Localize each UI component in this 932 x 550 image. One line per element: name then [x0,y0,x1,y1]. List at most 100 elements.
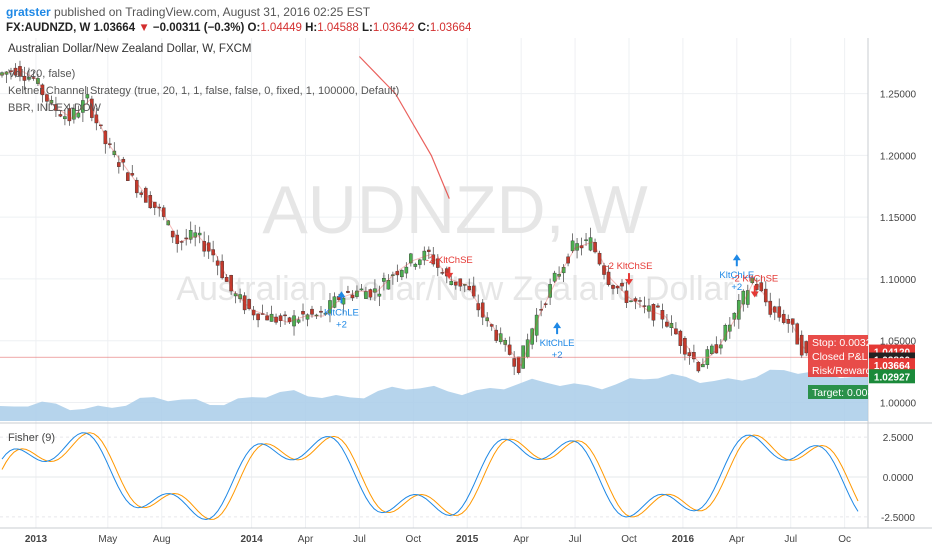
time-tick-label: Oct [621,534,637,545]
candle-body [723,324,728,341]
watermark-symbol: AUDNZD, W [262,172,647,248]
time-tick-label: Aug [153,534,171,545]
fisher-axis[interactable]: 2.5000 0.0000 -2.5000 [881,433,915,524]
time-axis[interactable]: 2013 May Aug 2014 Apr Jul Oct 2015 Apr Jul Oct 2016… [25,534,851,545]
candle-body [570,240,575,252]
candle-body [692,352,696,360]
author-link[interactable]: gratster [6,5,51,19]
candle-body [242,295,247,311]
candle-body [85,94,90,99]
candle-body [314,314,319,317]
time-tick-label: Oct [406,534,422,545]
candle-body [575,243,579,251]
overlay-bg [808,335,868,349]
signal-label: KltChLE [719,270,754,281]
time-tick-label: 2015 [456,534,479,545]
candle-body [184,237,189,240]
candle-body [355,290,359,297]
time-tick-label: May [98,534,117,545]
chart-header: gratster published on TradingView.com, A… [0,0,932,38]
candle-body [647,305,651,312]
candle-body [409,253,413,264]
time-tick-label: Apr [513,534,529,545]
candle-body [247,299,251,309]
candle-body [229,274,233,292]
last-price: 1.03664 [93,22,136,34]
time-tick-label: 2014 [240,534,263,545]
candle-body [400,270,404,278]
low-value: 1.03642 [372,22,415,34]
candle-body [781,313,786,323]
time-tick-label: Apr [298,534,314,545]
candle-body [368,289,373,298]
fisher-tick-label: 0.0000 [883,473,914,484]
candle-body [332,296,337,308]
candle-body [759,282,764,292]
candle-body [220,260,224,279]
candle-body [346,291,350,293]
candle-body [507,344,512,355]
candle-body [377,293,382,297]
candle-body [31,77,36,79]
time-tick-label: Jul [353,534,366,545]
sell-arrow-icon [445,266,454,279]
candle-body [36,78,40,84]
candle-body [125,172,130,181]
published-text: published on TradingView.com, August 31,… [54,5,371,19]
candle-body [534,314,539,336]
low-label: L: [362,22,373,34]
candle-body [40,84,45,96]
price-tick-label: 1.20000 [880,151,917,162]
overlay-bg [808,385,868,399]
candle-body [170,230,175,238]
candle-body [651,304,656,321]
candles-group [0,60,809,376]
candle-body [674,328,678,335]
candle-body [656,305,660,308]
candle-body [422,250,427,261]
candle-body [206,242,211,252]
candle-body [188,230,193,240]
candle-body [579,245,584,249]
chart-area[interactable]: AUDNZD, W Australian Dollar/New Zealand … [0,38,932,550]
candle-body [108,143,112,145]
candle-body [328,300,332,314]
buy-arrow-icon [553,322,562,335]
fisher-grid [0,436,868,518]
candle-body [296,319,301,323]
fisher-lines [1,432,859,521]
candle-body [233,293,238,297]
candle-body [391,274,395,276]
signal-label: KltChLE [540,338,575,349]
price-tag-bg [869,358,915,373]
price-axis[interactable]: 1.25000 1.20000 1.15000 1.10000 1.05000 1.000… [880,90,917,410]
candle-body [292,315,296,327]
candle-body [27,76,31,80]
candle-body [714,344,719,354]
candle-body [197,232,202,236]
candle-body [49,100,54,104]
candle-body [94,114,99,124]
candle-body [112,150,117,155]
candle-body [260,313,265,315]
candle-body [602,265,606,275]
candle-body [81,100,85,113]
candle-body [476,303,481,311]
candle-body [678,330,683,346]
fisher-title: Fisher (9) [8,432,55,444]
candle-body [67,108,72,122]
candle-body [152,201,157,208]
candle-body [728,324,732,332]
candle-body [561,266,566,274]
candle-body [548,284,552,298]
candle-body [462,284,467,286]
candle-body [741,290,746,305]
candle-body [166,220,171,226]
candle-body [615,285,620,289]
open-value: 1.04449 [260,22,302,34]
candle-body [435,258,440,268]
legend-bbr: BBR, INDEX-DOW [8,102,102,114]
legend: Australian Dollar/New Zealand Dollar, W,… [8,43,399,114]
overlay-bg [808,349,868,363]
candle-body [489,324,494,327]
